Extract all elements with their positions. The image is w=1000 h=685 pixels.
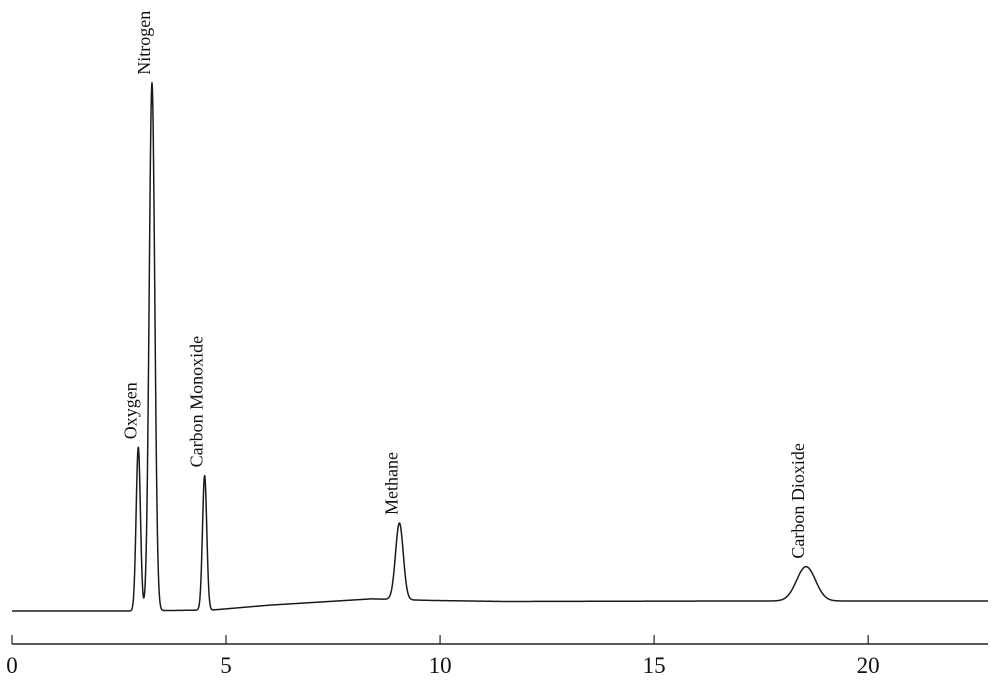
peak-labels: Oxygen Nitrogen Carbon Monoxide Methane Carb…	[120, 11, 808, 559]
x-axis-ticks: 0 5 10 15 20	[6, 635, 880, 678]
peak-label-nitrogen: Nitrogen	[134, 11, 154, 75]
x-tick-label-15: 15	[643, 653, 666, 678]
chromatogram-trace	[11, 82, 989, 612]
chromatogram-trace-group	[11, 82, 989, 612]
peak-label-carbon-dioxide: Carbon Dioxide	[788, 443, 808, 558]
x-tick-label-20: 20	[857, 653, 880, 678]
peak-label-carbon-monoxide: Carbon Monoxide	[187, 336, 207, 467]
x-tick-label-10: 10	[429, 653, 452, 678]
x-tick-label-0: 0	[6, 653, 18, 678]
x-tick-label-5: 5	[220, 653, 232, 678]
peak-label-methane: Methane	[381, 452, 401, 515]
peak-label-oxygen: Oxygen	[120, 382, 140, 439]
